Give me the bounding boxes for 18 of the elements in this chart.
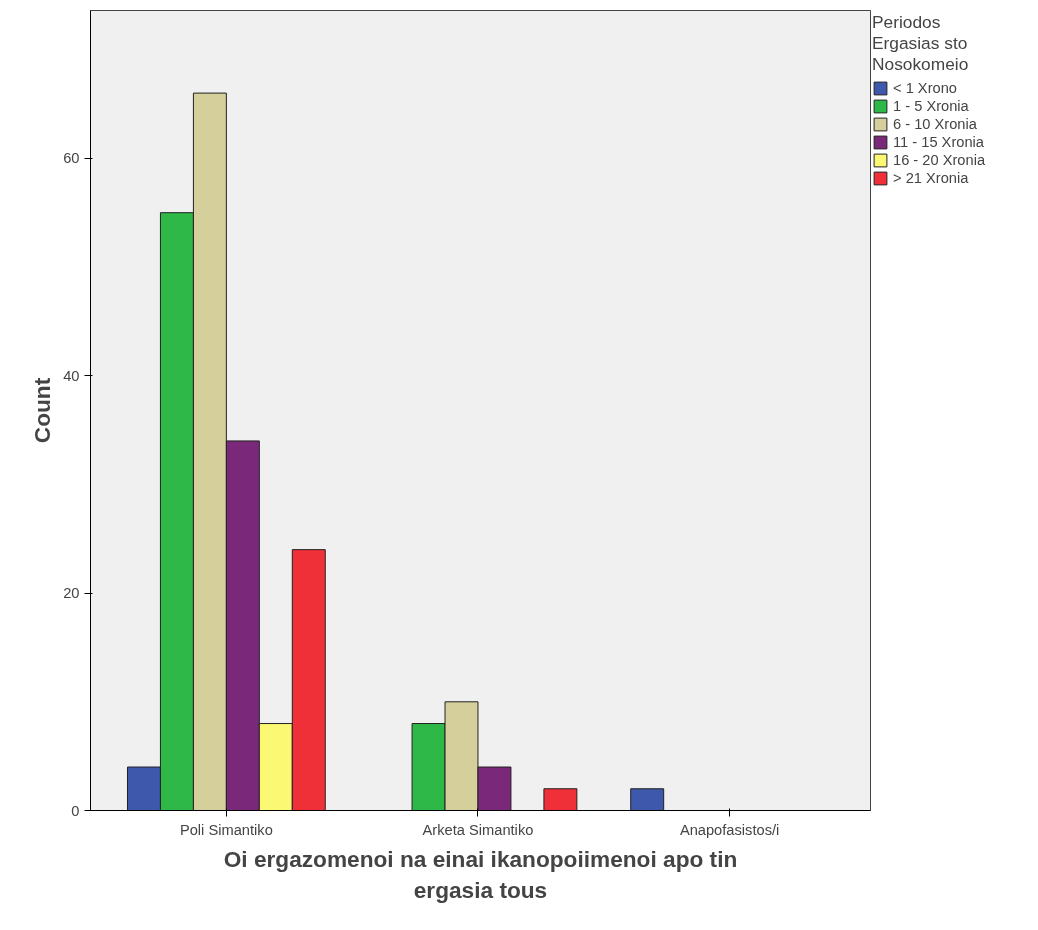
legend-label: 11 - 15 Xronia bbox=[893, 134, 984, 150]
legend-label: 1 - 5 Xronia bbox=[893, 98, 969, 114]
bar bbox=[543, 788, 578, 811]
x-tick-label: Anapofasistos/i bbox=[679, 821, 780, 838]
legend-label: 16 - 20 Xronia bbox=[893, 152, 986, 168]
legend-title: Periodos Ergasias sto Nosokomeio bbox=[872, 12, 970, 75]
y-axis-title: Count bbox=[29, 377, 56, 444]
legend-label: < 1 Xrono bbox=[893, 80, 957, 96]
legend-label: > 21 Xronia bbox=[893, 170, 969, 186]
x-tick-label: Poli Simantiko bbox=[179, 821, 273, 838]
y-tick-label: 40 bbox=[63, 367, 80, 384]
y-tick-label: 0 bbox=[71, 802, 80, 819]
x-axis-title: Oi ergazomenoi na einai ikanopoiimenoi apo tin ergasia tous bbox=[223, 845, 738, 903]
x-tick-label: Arketa Simantiko bbox=[422, 821, 534, 838]
bar bbox=[630, 788, 665, 811]
y-tick-label: 60 bbox=[63, 150, 80, 167]
y-tick-label: 20 bbox=[63, 585, 80, 602]
legend-label: 6 - 10 Xronia bbox=[893, 116, 977, 132]
